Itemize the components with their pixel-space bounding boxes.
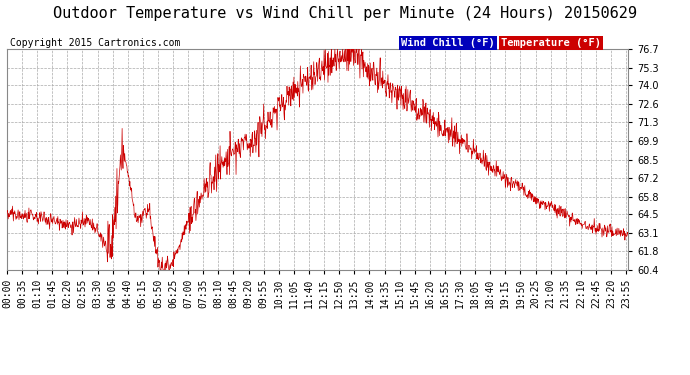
Text: Wind Chill (°F): Wind Chill (°F)	[401, 38, 495, 48]
Text: Outdoor Temperature vs Wind Chill per Minute (24 Hours) 20150629: Outdoor Temperature vs Wind Chill per Mi…	[53, 6, 637, 21]
Text: Copyright 2015 Cartronics.com: Copyright 2015 Cartronics.com	[10, 38, 180, 48]
Text: Temperature (°F): Temperature (°F)	[501, 38, 600, 48]
